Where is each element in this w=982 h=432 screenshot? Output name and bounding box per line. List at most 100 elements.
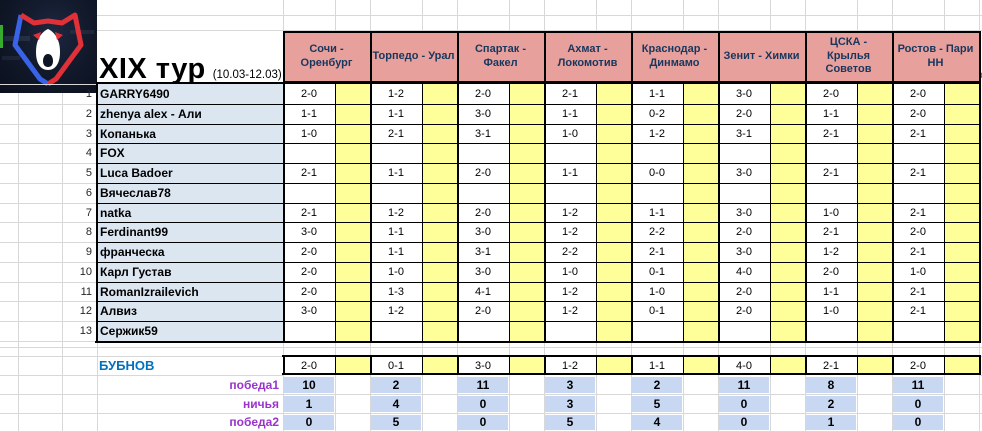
prediction-cell[interactable]: 1-1 xyxy=(649,206,665,219)
points-cell[interactable] xyxy=(509,282,544,301)
prediction-cell[interactable]: 2-0 xyxy=(736,305,752,317)
points-cell[interactable] xyxy=(335,163,370,183)
prediction-cell[interactable]: 2-0 xyxy=(823,266,839,278)
prediction-cell[interactable]: 2-0 xyxy=(475,305,491,317)
prediction-cell[interactable]: 2-0 xyxy=(301,246,317,258)
prediction-cell[interactable]: 2-0 xyxy=(301,266,317,278)
row-number[interactable]: 10 xyxy=(79,266,92,278)
prediction-cell[interactable]: 2-0 xyxy=(301,88,317,100)
player-name-cell[interactable]: natka xyxy=(97,203,283,222)
player-name-cell[interactable]: FOX xyxy=(97,143,283,163)
points-cell[interactable] xyxy=(944,301,979,321)
points-cell[interactable] xyxy=(509,242,544,262)
row-number[interactable]: 5 xyxy=(85,167,92,179)
prediction-cell[interactable]: 1-2 xyxy=(823,246,839,258)
points-cell[interactable] xyxy=(683,242,718,262)
prediction-cell[interactable]: 3-0 xyxy=(475,266,491,278)
points-cell[interactable] xyxy=(335,203,370,222)
prediction-cell[interactable]: 3-0 xyxy=(301,305,317,317)
points-cell[interactable] xyxy=(683,143,718,163)
stat-value-cell[interactable]: 10 xyxy=(302,377,316,392)
player-name-cell[interactable]: Ferdinant99 xyxy=(97,222,283,242)
points-cell[interactable] xyxy=(683,222,718,242)
points-cell[interactable] xyxy=(335,282,370,301)
points-cell[interactable] xyxy=(509,203,544,222)
prediction-cell[interactable]: 1-2 xyxy=(562,305,578,317)
points-cell[interactable] xyxy=(596,163,631,183)
points-cell[interactable] xyxy=(422,203,457,222)
prediction-cell[interactable]: 4-0 xyxy=(736,266,752,278)
points-cell[interactable] xyxy=(335,124,370,143)
points-cell[interactable] xyxy=(509,222,544,242)
points-cell[interactable] xyxy=(770,84,805,104)
prediction-cell[interactable]: 2-0 xyxy=(475,88,491,100)
prediction-cell[interactable]: 2-1 xyxy=(910,206,926,219)
points-cell[interactable] xyxy=(422,321,457,341)
stat-value-cell[interactable]: 11 xyxy=(476,377,490,392)
points-cell[interactable] xyxy=(683,282,718,301)
prediction-cell[interactable]: 1-0 xyxy=(562,266,578,278)
player-name-cell[interactable]: Сержик59 xyxy=(97,321,283,341)
prediction-cell[interactable]: 0-0 xyxy=(649,167,665,179)
prediction-cell[interactable]: 1-1 xyxy=(388,246,404,258)
points-cell[interactable] xyxy=(944,242,979,262)
points-cell[interactable] xyxy=(683,124,718,143)
stat-value-cell[interactable]: 5 xyxy=(653,396,661,411)
prediction-cell[interactable]: 1-2 xyxy=(649,127,665,140)
prediction-cell[interactable]: 2-1 xyxy=(649,246,665,258)
prediction-cell[interactable] xyxy=(805,143,857,163)
prediction-cell[interactable]: 2-1 xyxy=(910,285,926,298)
stat-value-cell[interactable]: 0 xyxy=(740,396,748,411)
points-cell[interactable] xyxy=(422,104,457,124)
points-cell[interactable] xyxy=(596,282,631,301)
prediction-cell[interactable]: 1-0 xyxy=(562,127,578,140)
prediction-cell[interactable]: 4-1 xyxy=(475,285,491,298)
expert-prediction-cell[interactable]: 1-2 xyxy=(562,359,578,372)
prediction-cell[interactable]: 2-0 xyxy=(736,226,752,238)
points-cell[interactable] xyxy=(509,262,544,282)
prediction-cell[interactable] xyxy=(805,321,857,341)
points-cell[interactable] xyxy=(857,104,892,124)
stat-value-cell[interactable]: 2 xyxy=(827,396,835,411)
prediction-cell[interactable]: 2-0 xyxy=(736,108,752,120)
prediction-cell[interactable]: 2-1 xyxy=(910,167,926,179)
points-cell[interactable] xyxy=(770,321,805,341)
prediction-cell[interactable]: 0-1 xyxy=(649,266,665,278)
prediction-cell[interactable] xyxy=(892,321,944,341)
points-cell[interactable] xyxy=(422,301,457,321)
points-cell[interactable] xyxy=(509,301,544,321)
points-cell[interactable] xyxy=(335,183,370,203)
points-cell[interactable] xyxy=(596,222,631,242)
points-cell[interactable] xyxy=(857,222,892,242)
expert-prediction-cell[interactable]: 2-0 xyxy=(301,359,317,372)
prediction-cell[interactable]: 2-1 xyxy=(910,305,926,317)
prediction-cell[interactable]: 3-0 xyxy=(736,246,752,258)
points-cell[interactable] xyxy=(857,143,892,163)
points-cell[interactable] xyxy=(857,183,892,203)
points-cell[interactable] xyxy=(944,143,979,163)
prediction-cell[interactable] xyxy=(457,143,509,163)
row-number[interactable]: 7 xyxy=(85,206,92,219)
prediction-cell[interactable]: 2-0 xyxy=(910,88,926,100)
prediction-cell[interactable]: 3-0 xyxy=(475,108,491,120)
prediction-cell[interactable]: 1-0 xyxy=(823,305,839,317)
player-name-cell[interactable]: Карл Густав xyxy=(97,262,283,282)
points-cell[interactable] xyxy=(944,222,979,242)
points-cell[interactable] xyxy=(509,84,544,104)
stat-value-cell[interactable]: 0 xyxy=(305,415,313,429)
prediction-cell[interactable]: 2-0 xyxy=(823,88,839,100)
expert-prediction-cell[interactable]: 2-1 xyxy=(823,359,839,372)
prediction-cell[interactable]: 0-2 xyxy=(649,108,665,120)
prediction-cell[interactable]: 3-0 xyxy=(736,88,752,100)
stat-value-cell[interactable]: 3 xyxy=(566,377,574,392)
stat-value-cell[interactable]: 0 xyxy=(740,415,748,429)
points-cell[interactable] xyxy=(944,262,979,282)
points-cell[interactable] xyxy=(509,124,544,143)
prediction-cell[interactable]: 2-1 xyxy=(910,127,926,140)
prediction-cell[interactable] xyxy=(283,321,335,341)
player-name-cell[interactable]: Алвиз xyxy=(97,301,283,321)
points-cell[interactable] xyxy=(857,282,892,301)
points-cell[interactable] xyxy=(596,203,631,222)
points-cell[interactable] xyxy=(770,242,805,262)
match-header-cell[interactable]: Ахмат - Локомотив xyxy=(544,31,631,82)
